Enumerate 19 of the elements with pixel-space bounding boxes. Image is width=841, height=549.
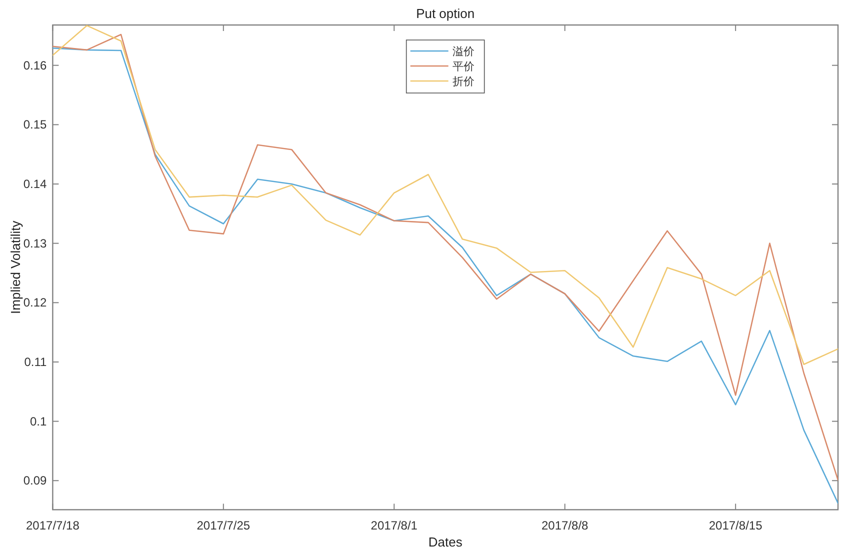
y-tick-label: 0.15: [23, 118, 48, 132]
y-tick-label: 0.16: [23, 58, 48, 72]
y-tick-label: 0.09: [23, 474, 48, 488]
x-tick-label: 2017/8/8: [541, 518, 589, 533]
y-tick-label: 0.11: [24, 354, 48, 369]
y-tick-label: 0.14: [23, 176, 48, 191]
y-tick-label: 0.1: [30, 414, 48, 428]
y-tick-label: 0.13: [23, 236, 48, 250]
legend-label: 平价: [452, 60, 474, 73]
x-tick-label: 2017/8/1: [370, 518, 418, 533]
x-axis-title: Dates: [428, 534, 463, 549]
legend-label: 折价: [452, 75, 474, 88]
x-tick-label: 2017/8/15: [708, 518, 763, 533]
legend-label: 溢价: [452, 45, 474, 58]
chart-title: Put option: [416, 6, 475, 21]
y-axis-title: Implied Volatility: [8, 220, 23, 314]
x-tick-label: 2017/7/18: [26, 518, 80, 533]
y-tick-label: 0.12: [23, 296, 48, 310]
x-tick-label: 2017/7/25: [196, 518, 250, 533]
